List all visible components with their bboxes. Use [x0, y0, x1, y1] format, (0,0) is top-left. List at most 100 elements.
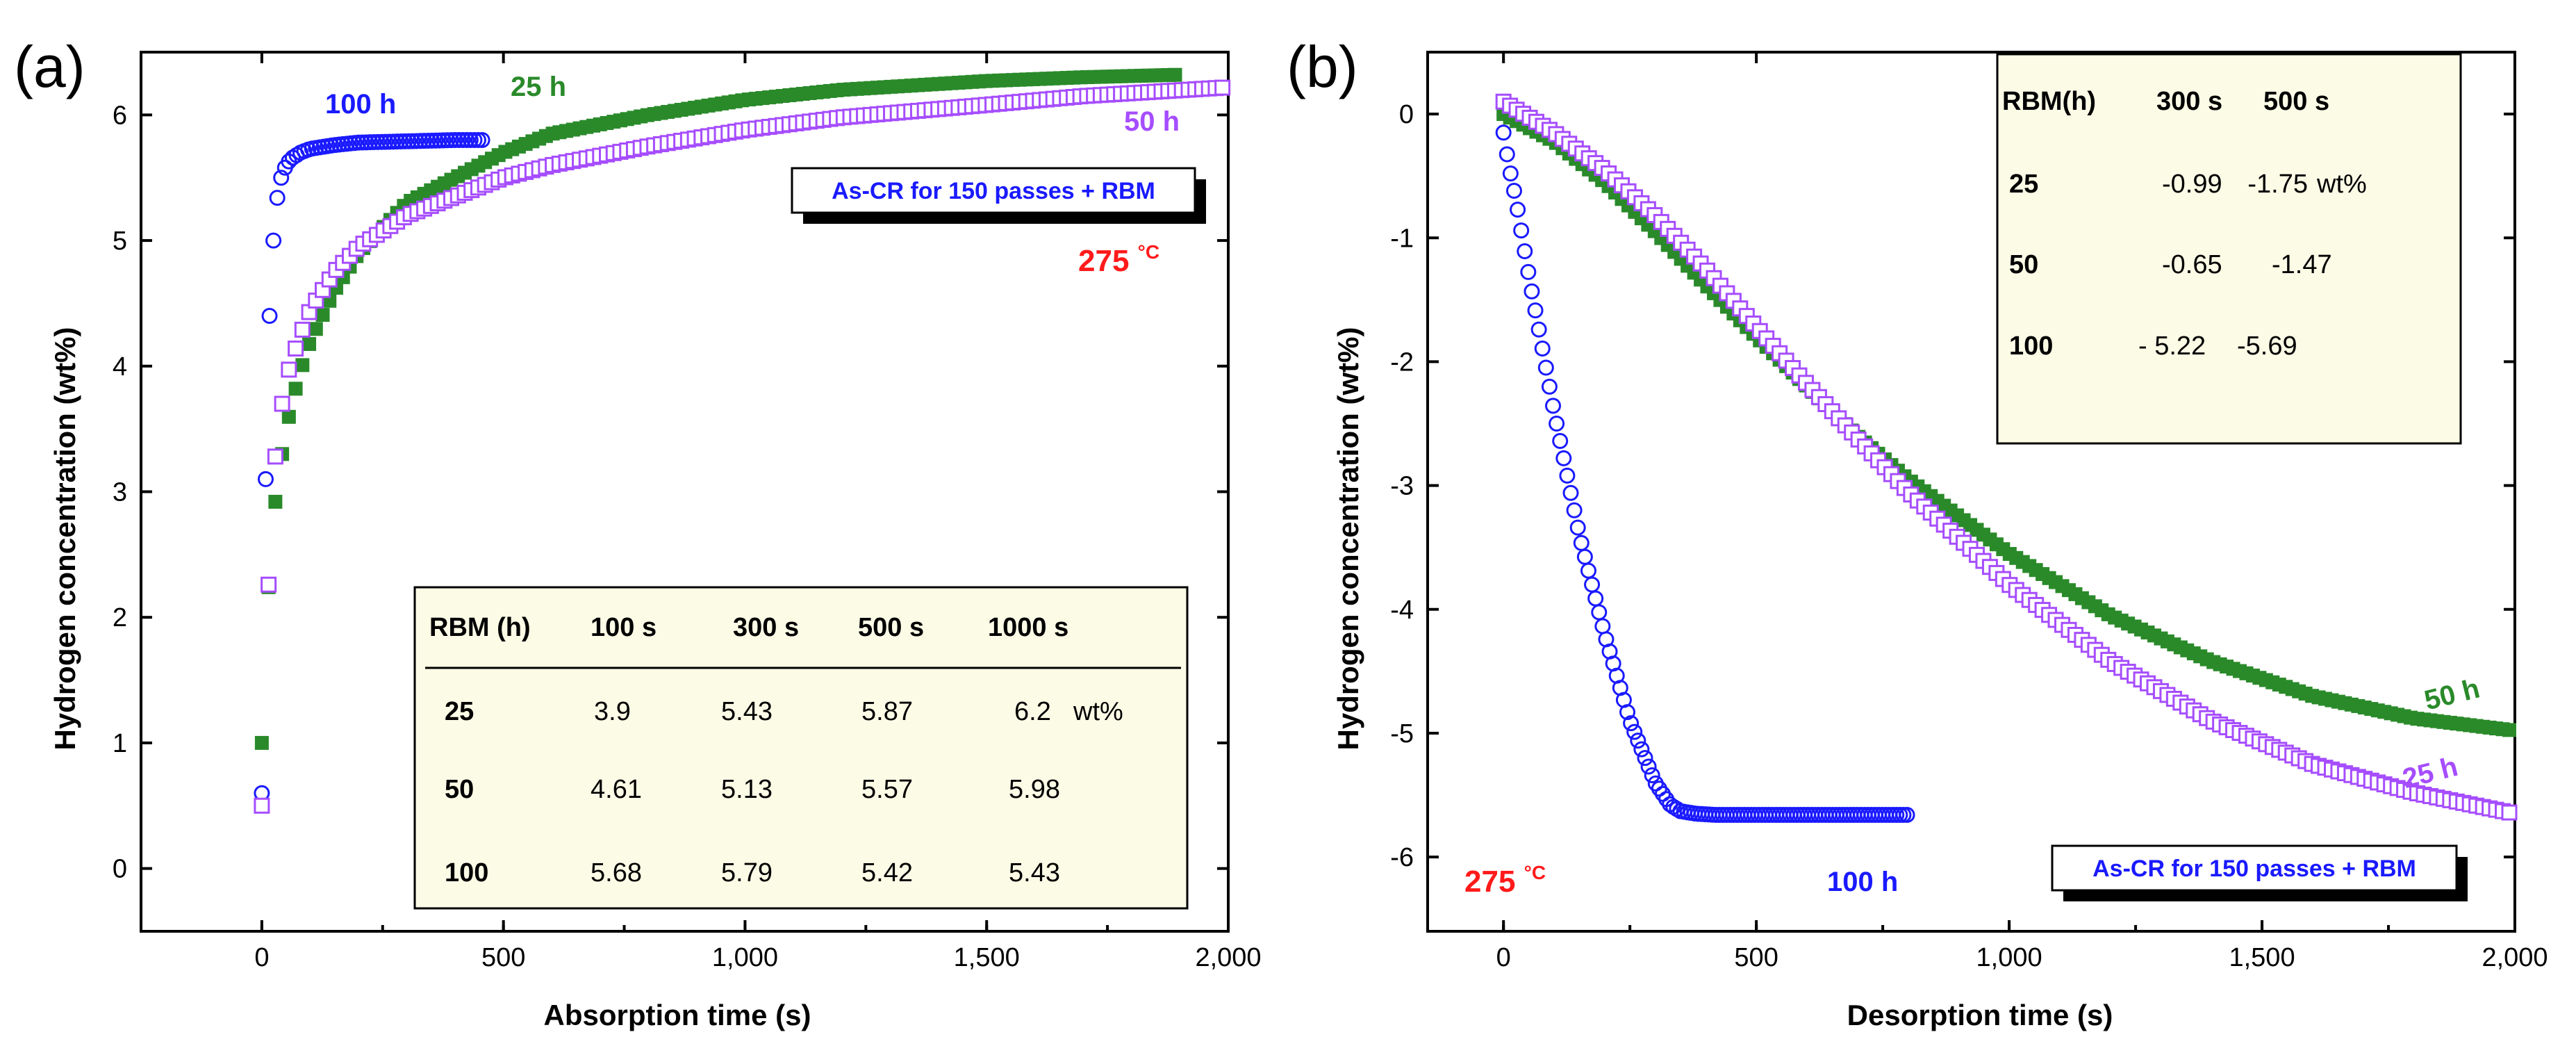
data-point	[1644, 767, 1660, 784]
y-tick-label: 1	[113, 729, 127, 758]
data-point	[1591, 604, 1608, 621]
data-point	[295, 358, 310, 373]
data-point	[1524, 283, 1540, 300]
data-point	[1502, 165, 1519, 182]
panel-a-table-cell: 100	[445, 858, 488, 888]
panel-a-table-header: RBM (h)	[429, 613, 531, 642]
panel-b-x-axis-label: Desorption time (s)	[1847, 999, 2113, 1031]
data-point	[1899, 807, 1915, 824]
x-tick-label: 500	[1734, 943, 1778, 972]
data-point	[1640, 758, 1657, 775]
panel-a-chart: (a) Hydrogen concentration (wt%) Absorpt…	[14, 34, 1262, 1031]
data-point	[265, 232, 282, 249]
panel-b-data-table: RBM(h) 300 s 500 s 25 -0.99 -1.75 wt% 50…	[1996, 53, 2462, 445]
data-point	[257, 471, 274, 487]
data-point	[288, 340, 304, 357]
data-point	[1584, 576, 1601, 593]
data-point	[315, 308, 330, 322]
panel-a-y-axis-label: Hydrogen concentration (wt%)	[49, 327, 81, 750]
data-point	[1537, 359, 1554, 376]
series-100h	[254, 132, 490, 801]
panel-b-table-cell: -5.69	[2237, 332, 2297, 361]
panel-b-legend-text: As-CR for 150 passes + RBM	[2092, 856, 2416, 882]
panel-a-series-label-100h: 100 h	[325, 89, 396, 120]
data-point	[1530, 321, 1547, 338]
data-point	[1566, 502, 1583, 518]
data-point	[2501, 804, 2518, 821]
series-100h	[1495, 124, 1915, 824]
data-point	[1510, 202, 1526, 218]
panel-a-table-cell: 3.9	[594, 697, 631, 726]
data-point	[1576, 548, 1593, 565]
panel-a-series-label-25h: 25 h	[511, 72, 566, 102]
panel-b-series-label-50h: 50 h	[2421, 673, 2482, 716]
panel-a-table-cell: 50	[445, 775, 474, 804]
panel-b-table-unit: wt%	[2316, 170, 2367, 199]
data-point	[1619, 704, 1636, 721]
panel-b-table-header: 300 s	[2156, 87, 2222, 116]
panel-b-label: (b)	[1287, 34, 1358, 99]
panel-a-table-cell: 5.98	[1009, 775, 1060, 804]
panel-a-table-cell: 5.43	[721, 697, 773, 726]
data-point	[1626, 723, 1643, 740]
panel-a-table-cell: 25	[445, 697, 474, 726]
y-tick-label: 5	[113, 227, 127, 256]
panel-b-table-cell: 50	[2009, 250, 2038, 279]
data-point	[1498, 146, 1515, 163]
data-point	[281, 361, 297, 378]
data-point	[1495, 124, 1512, 141]
y-tick-label: 2	[113, 603, 127, 632]
data-point	[268, 494, 283, 509]
data-point	[254, 735, 269, 750]
data-point	[267, 448, 283, 465]
data-point	[261, 576, 277, 593]
y-tick-label: -3	[1390, 472, 1414, 501]
y-tick-label: 6	[113, 101, 127, 130]
data-point	[1573, 534, 1590, 551]
panel-b-temperature: 275 °C	[1464, 862, 1546, 899]
x-tick-label: 1,000	[712, 943, 778, 972]
y-tick-label: -4	[1390, 596, 1414, 625]
panel-a-table-cell: 6.2	[1014, 697, 1051, 726]
panel-a-temperature: 275 °C	[1078, 241, 1159, 278]
x-tick-label: 0	[1496, 943, 1511, 972]
data-point	[1545, 398, 1562, 414]
data-point	[288, 382, 303, 396]
data-point	[1527, 302, 1544, 319]
panel-a-table-header: 1000 s	[988, 613, 1068, 642]
data-point	[308, 322, 323, 336]
data-point	[294, 321, 311, 338]
data-point	[1569, 519, 1586, 536]
series-25h	[1495, 93, 2518, 821]
panel-b-legend-box: As-CR for 150 passes + RBM	[2051, 844, 2468, 901]
x-tick-label: 500	[481, 943, 525, 972]
panel-b-chart: (b) Hydrogen concentration (wt%) Desorpt…	[1287, 34, 2548, 1031]
panel-a-table-cell: 5.87	[861, 697, 913, 726]
panel-a-x-axis-label: Absorption time (s)	[544, 999, 811, 1031]
panel-b-series-label-100h: 100 h	[1827, 867, 1898, 897]
y-tick-label: -5	[1390, 719, 1414, 749]
data-point	[281, 409, 296, 424]
x-tick-label: 0	[254, 943, 269, 972]
y-tick-label: 3	[113, 478, 127, 507]
panel-b-series-label-25h: 25 h	[2400, 751, 2461, 794]
panel-a-table-cell: 5.43	[1009, 858, 1060, 888]
data-point	[1214, 79, 1231, 96]
panel-b-table-cell: 100	[2009, 332, 2053, 361]
data-point	[1505, 183, 1522, 199]
y-tick-label: 0	[113, 855, 127, 884]
data-point	[1534, 341, 1551, 357]
y-tick-label: 4	[113, 352, 127, 382]
panel-b-plot-frame	[1426, 51, 2516, 933]
data-point	[1517, 243, 1533, 259]
x-tick-label: 1,000	[1976, 943, 2042, 972]
panel-b-table-cell: 25	[2009, 170, 2038, 199]
panel-a-table-header: 100 s	[591, 613, 657, 642]
data-point	[302, 336, 317, 351]
data-point	[261, 308, 278, 324]
data-point	[1630, 733, 1646, 749]
panel-a-series-label-50h: 50 h	[1124, 106, 1180, 137]
data-point	[2502, 723, 2516, 737]
panel-a-label: (a)	[14, 34, 85, 99]
